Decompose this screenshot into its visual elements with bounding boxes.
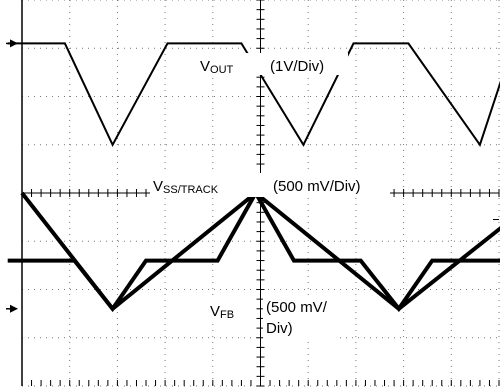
vss-scale-label: (500 mV/Div) bbox=[273, 178, 361, 195]
vout-scale-label: (1V/Div) bbox=[270, 58, 324, 75]
channel-marker-arrow bbox=[10, 39, 18, 48]
channel-marker-arrow bbox=[10, 304, 18, 313]
vfb-label: VFB bbox=[210, 303, 234, 321]
vfb-scale-bg bbox=[263, 296, 339, 340]
vss-label-bg bbox=[150, 173, 390, 197]
vout-label: VOUT bbox=[200, 58, 234, 76]
vfb-scale-label-line1: (500 mV/ bbox=[266, 299, 328, 316]
vout-label-bg bbox=[196, 53, 348, 75]
vfb-label-bg bbox=[206, 300, 256, 322]
channel-markers bbox=[6, 39, 499, 313]
vfb-scale-label-line2: Div) bbox=[266, 320, 293, 337]
vss-label: VSS/TRACK bbox=[153, 178, 219, 196]
trace-vout bbox=[7, 42, 500, 148]
